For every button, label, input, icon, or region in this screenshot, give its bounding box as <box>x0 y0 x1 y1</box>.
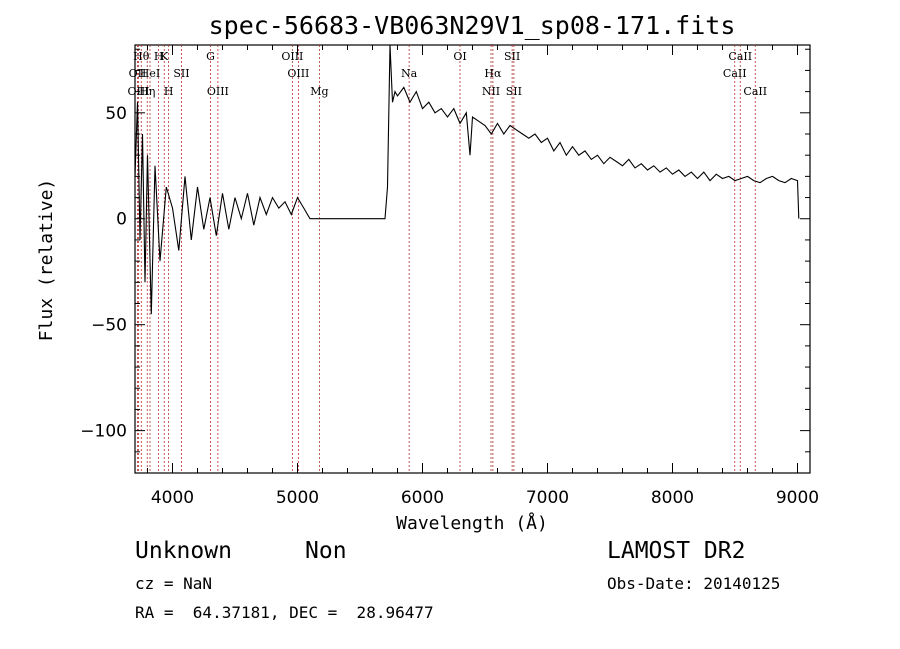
spectral-line-labels: OIIOIIIHθHηHeIHKHSIIGOIIIOIIIOIIIMgNaOIN… <box>127 50 767 98</box>
line-label-8: SII <box>173 67 189 80</box>
line-label-6: K <box>160 50 169 63</box>
line-label-0: OII <box>129 67 147 80</box>
line-label-14: Na <box>401 67 418 80</box>
y-axis-ticks: −100 −50 0 50 <box>80 48 810 453</box>
line-label-13: Mg <box>310 85 328 98</box>
subclass-label: Non <box>305 538 347 564</box>
redshift-label: cz = NaN <box>135 574 213 593</box>
line-label-17: Hα <box>484 67 502 80</box>
line-label-3: Hη <box>139 85 155 98</box>
line-label-11: OIII <box>281 50 303 63</box>
y-tick-label-1: −50 <box>91 316 127 336</box>
x-tick-label-4: 8000 <box>651 488 694 508</box>
line-label-2: Hθ <box>133 50 150 63</box>
line-label-16: NII <box>482 85 500 98</box>
line-label-20: CaII <box>723 67 747 80</box>
chart-title: spec-56683-VB063N29V1_sp08-171.fits <box>209 11 736 40</box>
x-tick-label-3: 7000 <box>526 488 569 508</box>
obs-date-label: Obs-Date: 20140125 <box>607 574 781 593</box>
y-axis-label: Flux (relative) <box>36 179 57 342</box>
x-tick-label-1: 5000 <box>276 488 319 508</box>
line-label-22: CaII <box>743 85 767 98</box>
line-label-19: SII <box>506 85 522 98</box>
y-tick-label-2: 0 <box>116 210 127 230</box>
spectral-line-markers <box>137 45 756 473</box>
line-label-5: H <box>154 50 164 63</box>
line-label-9: G <box>206 50 215 63</box>
x-axis-ticks: 4000 5000 6000 7000 8000 9000 <box>147 45 819 508</box>
line-label-12: OIII <box>287 67 309 80</box>
line-label-4: HeI <box>140 67 160 80</box>
coordinates-label: RA = 64.37181, DEC = 28.96477 <box>135 603 434 622</box>
line-label-15: OI <box>453 50 466 63</box>
y-tick-label-3: 50 <box>105 104 127 124</box>
line-label-7: H <box>164 85 174 98</box>
y-tick-label-0: −100 <box>80 422 127 442</box>
x-axis-label: Wavelength (Å) <box>396 512 548 534</box>
survey-label: LAMOST DR2 <box>607 538 746 564</box>
x-tick-label-5: 9000 <box>776 488 819 508</box>
spectrum-series-line <box>134 44 800 315</box>
line-label-21: CaII <box>728 50 752 63</box>
plot-frame <box>134 44 811 474</box>
line-label-18: SII <box>504 50 520 63</box>
x-tick-label-0: 4000 <box>151 488 194 508</box>
classification-label: Unknown <box>135 538 232 564</box>
line-label-10: OIII <box>207 85 229 98</box>
x-tick-label-2: 6000 <box>401 488 444 508</box>
